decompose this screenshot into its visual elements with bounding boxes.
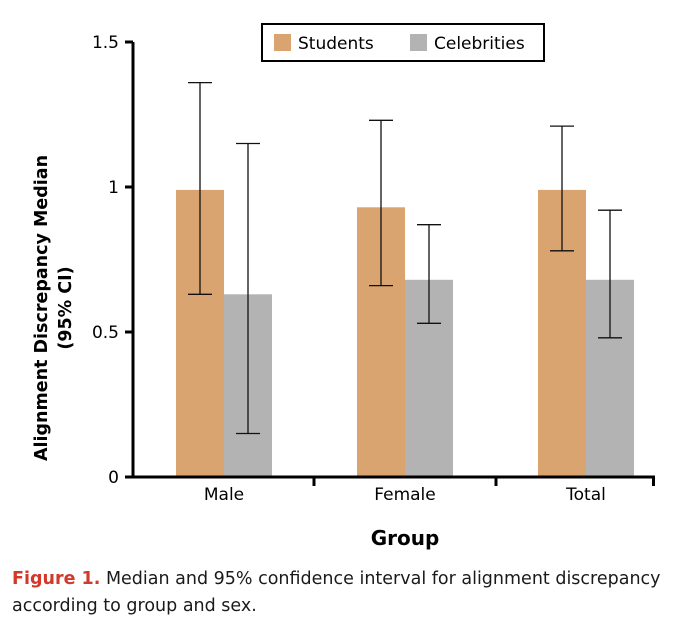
figure-caption: Figure 1. Median and 95% confidence inte… xyxy=(12,566,672,620)
bar-chart: Alignment Discrepancy Median (95% CI) 00… xyxy=(32,23,655,550)
legend-label-celebrities: Celebrities xyxy=(434,34,525,54)
x-tick-label-total: Total xyxy=(565,485,606,505)
legend: Students Celebrities xyxy=(261,23,545,62)
x-tick-label-male: Male xyxy=(204,485,244,505)
y-tick-label-0.5: 0.5 xyxy=(92,323,119,343)
x-axis-title: Group xyxy=(371,526,440,550)
legend-label-students: Students xyxy=(298,34,374,54)
y-tick-label-0: 0 xyxy=(108,468,119,488)
y-axis-title-line-2: (95% CI) xyxy=(56,266,76,349)
y-axis-title-group: Alignment Discrepancy Median (95% CI) xyxy=(32,155,76,461)
legend-swatch-students xyxy=(274,34,291,51)
x-tick-label-female: Female xyxy=(374,485,435,505)
caption-text: Median and 95% confidence interval for a… xyxy=(12,569,661,616)
y-tick-label-1.5: 1.5 xyxy=(92,33,119,53)
legend-swatch-celebrities xyxy=(410,34,427,51)
plot-area: 0 0.5 1 1.5 Male Female Total Students Celebriti… xyxy=(92,23,655,505)
y-tick-label-1: 1 xyxy=(108,178,119,198)
legend-box xyxy=(261,23,545,62)
y-axis-title-line-1: Alignment Discrepancy Median xyxy=(32,155,52,461)
caption-label: Figure 1. xyxy=(12,569,101,589)
